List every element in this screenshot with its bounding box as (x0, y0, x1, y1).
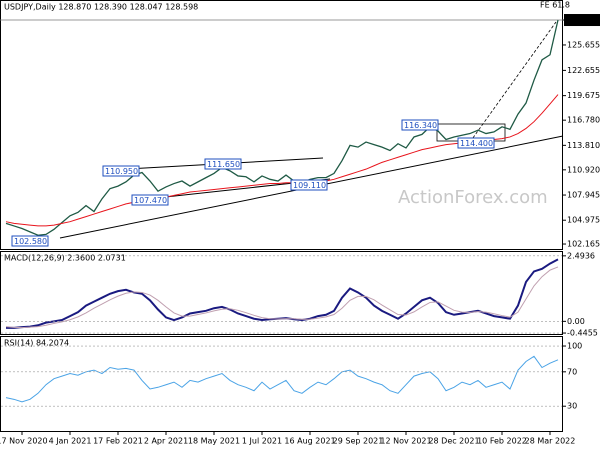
annotation-box (401, 119, 439, 131)
annotation: 116.340 (401, 119, 439, 131)
annotation-label: 107.470 (134, 196, 167, 205)
watermark: ActionForex.com (398, 187, 548, 208)
series-line (5, 266, 559, 329)
y-tick-label: 100 (567, 342, 582, 351)
macd-title: MACD(12,26,9) 2.3600 2.0731 (4, 254, 126, 263)
x-tick-label: 12 Nov 2021 (380, 437, 431, 446)
x-tick-label: 10 Feb 2022 (477, 437, 527, 446)
x-tick-label: 29 Sep 2021 (333, 437, 384, 446)
annotation-box (457, 137, 495, 149)
current-price-box (564, 14, 600, 27)
annotation: 109.110 (290, 179, 328, 191)
annotation: 114.400 (457, 137, 495, 149)
y-tick-label: 2.4936 (567, 251, 595, 260)
price-panel (0, 0, 563, 250)
y-tick-label: 119.675 (567, 91, 600, 100)
annotation-label: 102.580 (14, 237, 47, 246)
chart-title: USDJPY,Daily 128.870 128.390 128.047 128… (4, 3, 198, 12)
rsi-title: RSI(14) 84.2074 (4, 339, 69, 348)
y-tick-label: 128.598 (567, 16, 600, 25)
x-tick-label: 1 Jul 2021 (242, 437, 282, 446)
annotation-label: FE 61.8 (540, 1, 570, 10)
x-tick-label: 28 Mar 2022 (525, 437, 576, 446)
x-tick-label: 17 Feb 2021 (93, 437, 143, 446)
annotation-label: 110.950 (105, 167, 138, 176)
y-tick-label: 122.655 (567, 66, 600, 75)
x-tick-label: 28 Dec 2021 (428, 437, 479, 446)
rsi-panel (0, 336, 563, 432)
x-tick-label: 18 May 2021 (188, 437, 240, 446)
annotation-box (290, 179, 328, 191)
y-tick-label: 110.920 (567, 165, 600, 174)
annotation: 102.580 (11, 235, 49, 247)
y-tick-label: 113.810 (567, 141, 600, 150)
x-tick-label: 2 Apr 2021 (144, 437, 188, 446)
y-tick-label: 70 (567, 367, 577, 376)
annotation-label: 111.650 (207, 160, 240, 169)
annotation-label: 116.340 (404, 121, 437, 130)
y-tick-label: 104.975 (567, 216, 600, 225)
y-tick-label: 0.00 (567, 317, 585, 326)
y-tick-label: 125.655 (567, 40, 600, 49)
annotation-label: 109.110 (293, 181, 326, 190)
annotation: 111.650 (204, 158, 242, 170)
x-tick-label: 17 Nov 2020 (0, 437, 48, 446)
annotation-box (102, 165, 140, 177)
annotation-box (204, 158, 242, 170)
x-tick-label: 16 Aug 2021 (284, 437, 335, 446)
macd-panel (0, 251, 563, 335)
annotation: 107.470 (131, 194, 169, 206)
annotation: 110.950 (102, 165, 140, 177)
annotation-box (131, 194, 169, 206)
y-tick-label: 116.780 (567, 116, 600, 125)
y-tick-label: -0.4455 (567, 329, 598, 338)
y-tick-label: 30 (567, 402, 577, 411)
y-tick-label: 107.945 (567, 191, 600, 200)
annotation-label: 114.400 (460, 139, 493, 148)
series-line (5, 19, 559, 236)
annotation-box (11, 235, 49, 247)
x-tick-label: 4 Jan 2021 (49, 437, 92, 446)
y-tick-label: 102.165 (567, 240, 600, 249)
